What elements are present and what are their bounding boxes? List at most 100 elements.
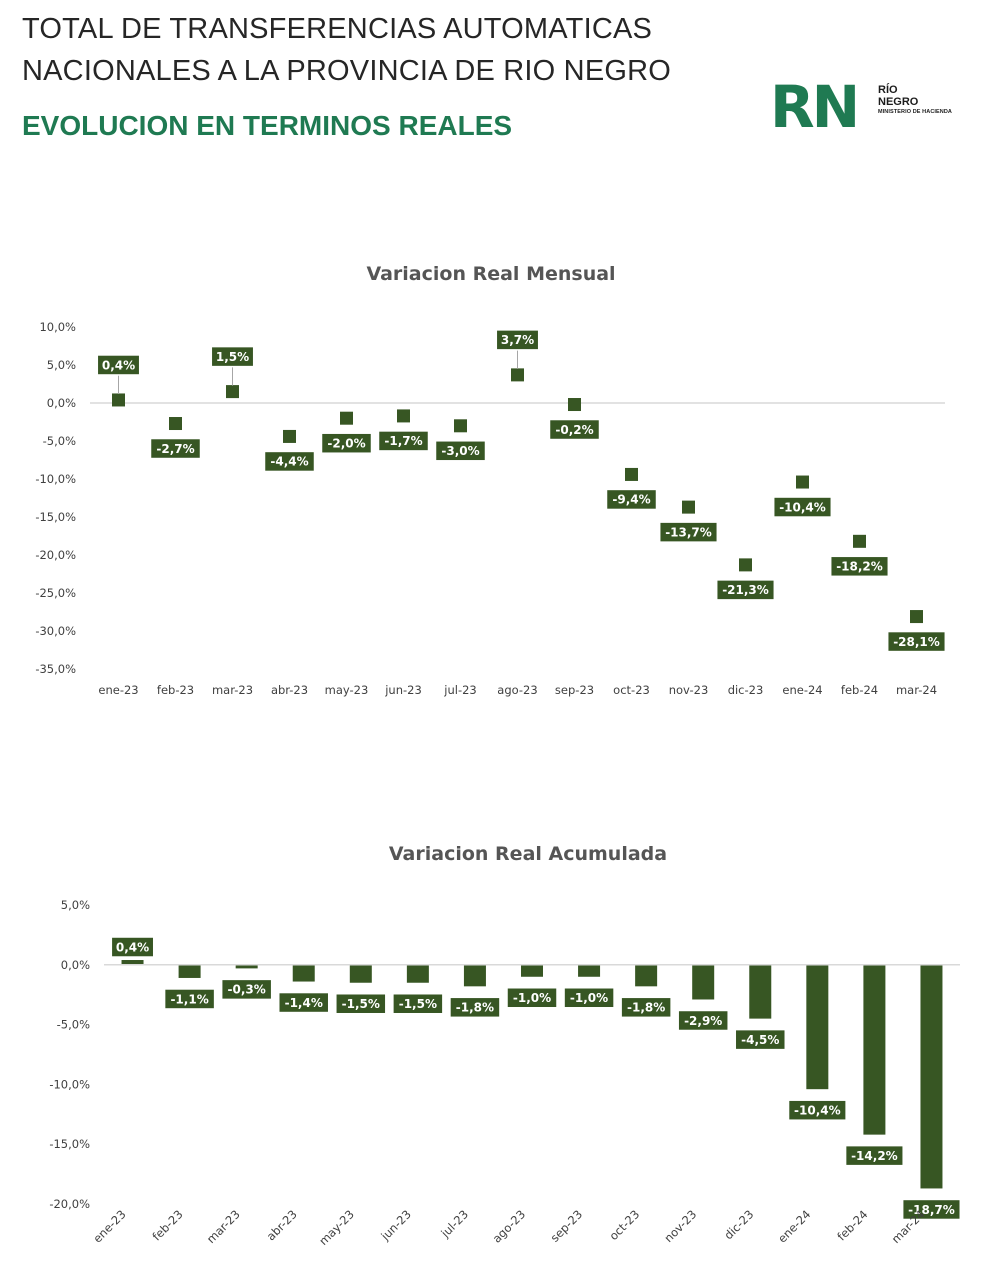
x-tick-label: ago-23	[490, 1207, 528, 1245]
data-label-group: -2,7%	[149, 437, 202, 460]
x-tick-label: jul-23	[443, 683, 476, 697]
data-label: -1,5%	[399, 997, 437, 1011]
data-label-group: -1,0%	[563, 987, 615, 1009]
data-label: -2,9%	[684, 1014, 722, 1028]
y-tick-label: 5,0%	[61, 898, 90, 912]
bar	[406, 964, 429, 983]
page-subtitle: EVOLUCION EN TERMINOS REALES	[22, 110, 513, 141]
data-label-box	[563, 987, 615, 1009]
x-tick-label: mar-23	[204, 1207, 243, 1246]
data-label-group: -10,4%	[787, 1099, 847, 1121]
x-tick-label: jul-23	[437, 1207, 471, 1241]
bar	[920, 964, 943, 1189]
data-point-marker	[454, 419, 467, 433]
data-label-group: -28,1%	[886, 630, 947, 653]
x-tick-label: mar-24	[896, 683, 937, 697]
monthly-variation-chart: Variacion Real Mensual 10,0% 5,0% 0,0% -5,0%…	[35, 263, 947, 697]
y-tick-label: -15,0%	[49, 1137, 90, 1151]
page-title: TOTAL DE TRANSFERENCIAS AUTOMATICAS NACI…	[22, 8, 671, 92]
data-label: -4,5%	[741, 1033, 779, 1047]
y-tick-label: -5,0%	[57, 1018, 90, 1032]
data-label: 0,4%	[116, 940, 149, 954]
y-tick-label: 0,0%	[47, 396, 76, 410]
data-label-box	[96, 354, 141, 376]
y-tick-label: 5,0%	[47, 358, 76, 372]
x-tick-label: dic-23	[721, 1207, 756, 1242]
data-label: -1,4%	[285, 996, 323, 1010]
y-tick-label: -10,0%	[35, 472, 76, 486]
data-label: -18,7%	[908, 1203, 955, 1217]
x-tick-label: ene-24	[775, 1207, 813, 1245]
x-tick-label: mar-23	[212, 683, 253, 697]
y-tick-label: -20,0%	[49, 1197, 90, 1211]
logo-text: RÍO NEGRO MINISTERIO DE HACIENDA	[878, 84, 952, 117]
data-label-group: -18,2%	[829, 555, 890, 578]
bar	[349, 964, 372, 983]
data-point-marker	[226, 385, 239, 399]
data-label-group: -1,5%	[335, 992, 387, 1015]
data-label-box	[392, 992, 444, 1015]
data-label-box	[886, 630, 947, 653]
data-label-box	[495, 329, 540, 351]
data-label: -10,4%	[794, 1103, 841, 1117]
data-point-marker	[910, 610, 923, 624]
data-label: 3,7%	[501, 333, 534, 347]
x-tick-label: jun-23	[378, 1207, 414, 1243]
x-tick-label: abr-23	[271, 683, 308, 697]
logo-line-3: MINISTERIO DE HACIENDA	[878, 109, 953, 115]
data-label: -2,0%	[327, 437, 365, 451]
data-label: -4,4%	[270, 455, 308, 469]
data-label-group: -3,0%	[434, 440, 487, 462]
data-label-group: -2,9%	[677, 1009, 729, 1032]
data-point-marker	[796, 475, 809, 489]
data-label-group: 1,5%	[210, 345, 255, 368]
data-label-group: -21,3%	[715, 579, 776, 601]
data-label-box	[548, 418, 601, 441]
chart-title: Variacion Real Acumulada	[389, 843, 667, 865]
logo-line-2: NEGRO	[878, 96, 919, 108]
data-label: -0,3%	[228, 983, 266, 997]
x-tick-label: nov-23	[661, 1207, 699, 1245]
bar	[635, 964, 658, 987]
data-point-marker	[283, 429, 296, 443]
data-label-group: -10,4%	[772, 496, 833, 518]
x-tick-label: feb-23	[157, 683, 194, 697]
data-label: -14,2%	[851, 1149, 898, 1163]
y-tick-label: -15,0%	[35, 510, 76, 524]
data-label-group: -0,3%	[220, 978, 273, 1001]
data-label-group: -4,4%	[263, 450, 316, 473]
x-tick-label: feb-24	[841, 683, 878, 697]
chart-title: Variacion Real Mensual	[366, 263, 615, 285]
data-label-box	[658, 521, 719, 543]
data-label-group: -0,2%	[548, 418, 601, 441]
x-tick-label: nov-23	[669, 683, 709, 697]
x-tick-label: feb-24	[834, 1207, 870, 1243]
data-label: -1,0%	[570, 991, 608, 1005]
data-label-box	[277, 991, 330, 1014]
x-tick-label: dic-23	[728, 683, 764, 697]
data-label-box	[829, 555, 890, 578]
y-tick-label: -10,0%	[49, 1077, 90, 1091]
data-label-box	[715, 579, 776, 601]
page-title-line-2: NACIONALES A LA PROVINCIA DE RIO NEGRO	[22, 55, 672, 87]
data-label-group: -1,1%	[163, 988, 216, 1010]
data-label: -3,0%	[441, 444, 479, 458]
data-label-box	[434, 440, 487, 462]
bar	[121, 960, 144, 965]
x-tick-label: may-23	[325, 683, 369, 697]
data-point-marker	[112, 393, 125, 407]
bar	[578, 964, 601, 977]
data-label-group: -4,5%	[734, 1028, 787, 1051]
data-label-group: -1,7%	[377, 430, 430, 452]
x-tick-label: jun-23	[384, 683, 422, 697]
bar	[806, 964, 829, 1090]
data-label-box	[677, 1009, 729, 1032]
data-label-group: -1,8%	[620, 996, 672, 1019]
data-label: -13,7%	[665, 525, 712, 539]
rio-negro-logo: RN RÍO NEGRO MINISTERIO DE HACIENDA	[770, 74, 990, 140]
data-label-box	[620, 996, 672, 1019]
bar	[863, 964, 886, 1135]
data-label-box	[210, 345, 255, 368]
x-tick-label: may-23	[316, 1207, 357, 1248]
bar	[235, 964, 258, 969]
